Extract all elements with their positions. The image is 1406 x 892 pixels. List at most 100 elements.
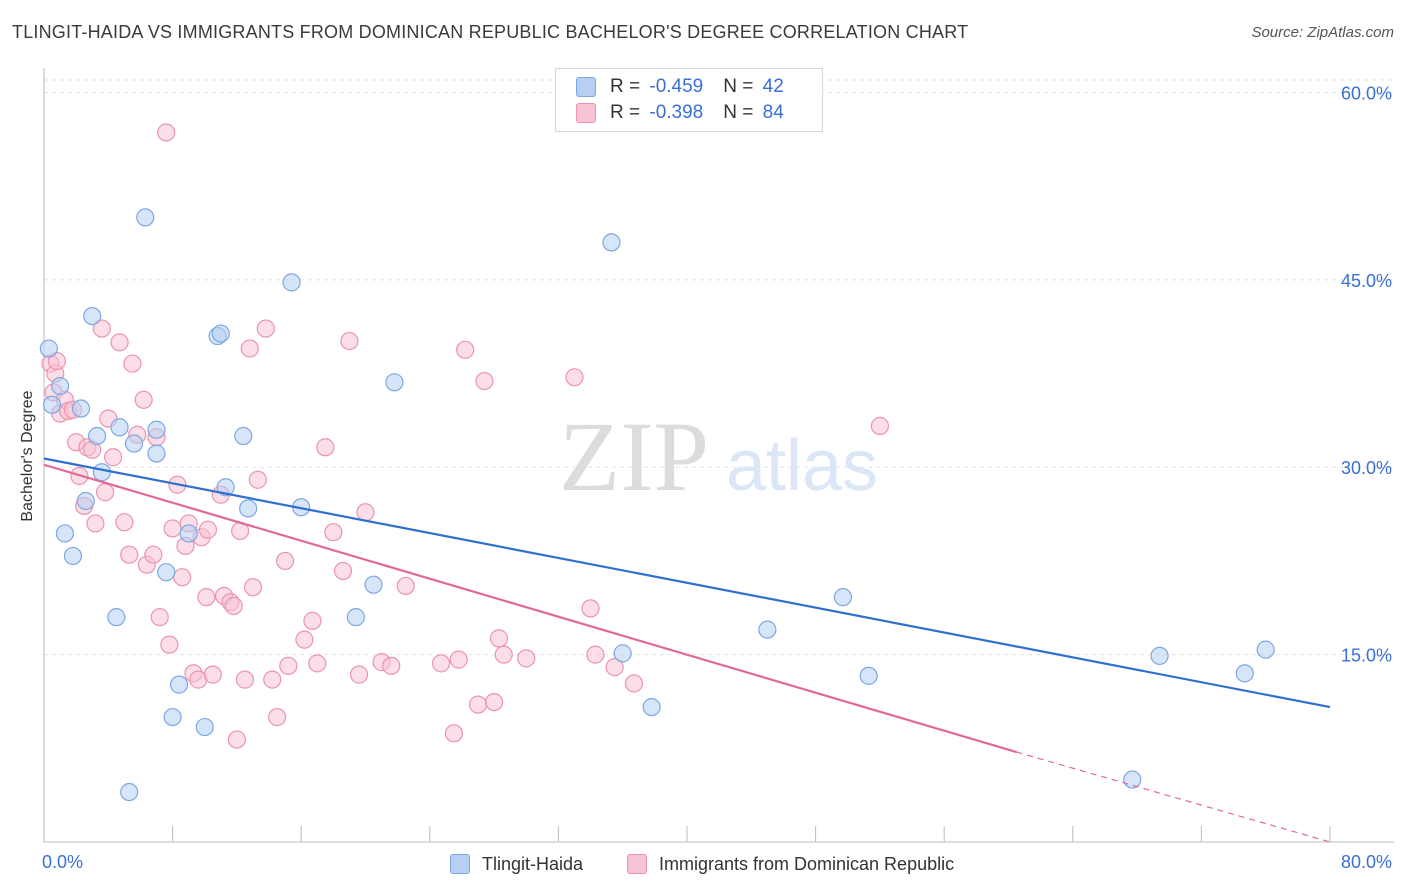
dominican-point: [316, 438, 335, 457]
dominican-point: [356, 503, 375, 522]
legend-n-label: N =: [723, 76, 759, 97]
tlingit-point: [157, 563, 176, 582]
legend-r-value: -0.398: [649, 102, 704, 123]
watermark-atlas: atlas: [726, 426, 878, 506]
tlingit-point: [364, 575, 383, 594]
legend-r-label: R =: [610, 102, 646, 123]
dominican-point: [624, 674, 644, 693]
dominican-point: [489, 629, 509, 648]
dominican-point: [431, 654, 451, 673]
tlingit-point: [195, 717, 214, 737]
dominican-point: [444, 724, 464, 743]
legend-swatch-blue: [576, 77, 596, 97]
tlingit-point: [124, 434, 144, 453]
dominican-point: [349, 665, 369, 684]
tlingit-point: [71, 399, 91, 418]
dominican-point: [104, 448, 123, 467]
y-tick-label-30: 30.0%: [1341, 458, 1392, 478]
tlingit-point: [76, 491, 95, 511]
dominican-point: [123, 354, 142, 373]
trend-line-dominican: [43, 463, 1017, 754]
source-label: Source: ZipAtlas.com: [1251, 24, 1394, 41]
dominican-point: [565, 368, 584, 387]
tlingit-point: [211, 324, 230, 343]
bottom-legend-swatch-blue: [450, 854, 470, 874]
dominican-point: [198, 520, 218, 539]
dominican-point: [160, 635, 179, 654]
bottom-legend-swatch-pink: [627, 854, 647, 874]
dominican-point: [240, 339, 259, 358]
trend-line-tlingit: [43, 457, 1331, 709]
y-tick-labels: 15.0% 30.0% 45.0% 60.0%: [1341, 83, 1392, 665]
dominican-point: [92, 319, 111, 338]
chart-title: TLINGIT-HAIDA VS IMMIGRANTS FROM DOMINIC…: [12, 22, 969, 42]
bottom-legend-dominican: Immigrants from Dominican Republic: [627, 852, 954, 876]
dominican-point: [86, 514, 105, 533]
tlingit-point: [147, 420, 166, 439]
tlingit-point: [120, 782, 139, 802]
tlingit-point: [613, 644, 632, 663]
dominican-point: [248, 470, 267, 489]
tlingit-point: [92, 463, 111, 482]
tlingit-point: [42, 395, 62, 414]
dominican-point: [485, 692, 504, 712]
x-tick-label-max: 80.0%: [1340, 852, 1392, 872]
tlingit-point: [282, 273, 301, 292]
legend-row-dominican: R = -0.398 N = 84: [576, 101, 784, 125]
bottom-legend-tlingit: Tlingit-Haida: [450, 852, 583, 876]
dominican-point: [95, 483, 115, 502]
dominican-point: [324, 523, 343, 542]
dominican-point: [263, 670, 282, 689]
dominican-point: [870, 416, 890, 436]
dominican-point: [235, 670, 255, 689]
tlingit-point: [110, 418, 129, 437]
tlingit-point: [83, 306, 102, 326]
tlingit-point: [63, 546, 83, 566]
dominican-point: [586, 645, 605, 664]
dominican-point: [494, 645, 513, 664]
axes: [43, 68, 1394, 843]
tlingit-point: [179, 524, 198, 543]
dominican-point: [517, 649, 536, 668]
bottom-legend-label-dominican: Immigrants from Dominican Republic: [659, 853, 955, 874]
legend-row-tlingit: R = -0.459 N = 42: [576, 75, 784, 99]
dominican-point: [449, 650, 468, 669]
tlingit-point: [346, 608, 365, 627]
tlingit-point: [39, 339, 58, 358]
dominican-point: [279, 656, 298, 675]
dominican-point: [396, 576, 415, 596]
dominican-point: [157, 123, 176, 142]
tlingit-point: [385, 373, 404, 392]
dominican-point: [605, 658, 624, 677]
tlingit-point: [234, 426, 253, 446]
tlingit-point: [169, 675, 189, 694]
dominican-point: [295, 630, 314, 649]
dominican-point: [468, 695, 488, 714]
y-tick-label-45: 45.0%: [1341, 271, 1392, 291]
tlingit-point: [55, 524, 74, 543]
dominican-point: [340, 331, 359, 351]
tlingit-point: [147, 444, 166, 463]
tlingit-point: [50, 376, 70, 396]
gridlines: [44, 79, 1394, 656]
dominican-point: [475, 371, 494, 391]
dominican-point: [276, 551, 295, 571]
legend-r-value: -0.459: [649, 76, 704, 97]
dominican-point: [115, 513, 134, 532]
dominican-point: [303, 611, 322, 630]
trend-line-dominican-extension: [1016, 751, 1331, 843]
tlingit-point: [1123, 770, 1142, 789]
tlingit-point: [87, 426, 107, 446]
dominican-point: [197, 588, 216, 607]
dominican-point: [243, 578, 263, 597]
tlingit-point: [602, 233, 621, 252]
dominican-point: [120, 545, 139, 564]
legend-n-value: 42: [762, 76, 784, 97]
bottom-legend-label-tlingit: Tlingit-Haida: [482, 853, 584, 874]
dominican-point: [110, 333, 129, 352]
tlingit-point: [1235, 664, 1254, 683]
dominican-point: [581, 599, 600, 618]
dominican-point: [227, 730, 246, 749]
tlingit-point: [239, 499, 258, 518]
